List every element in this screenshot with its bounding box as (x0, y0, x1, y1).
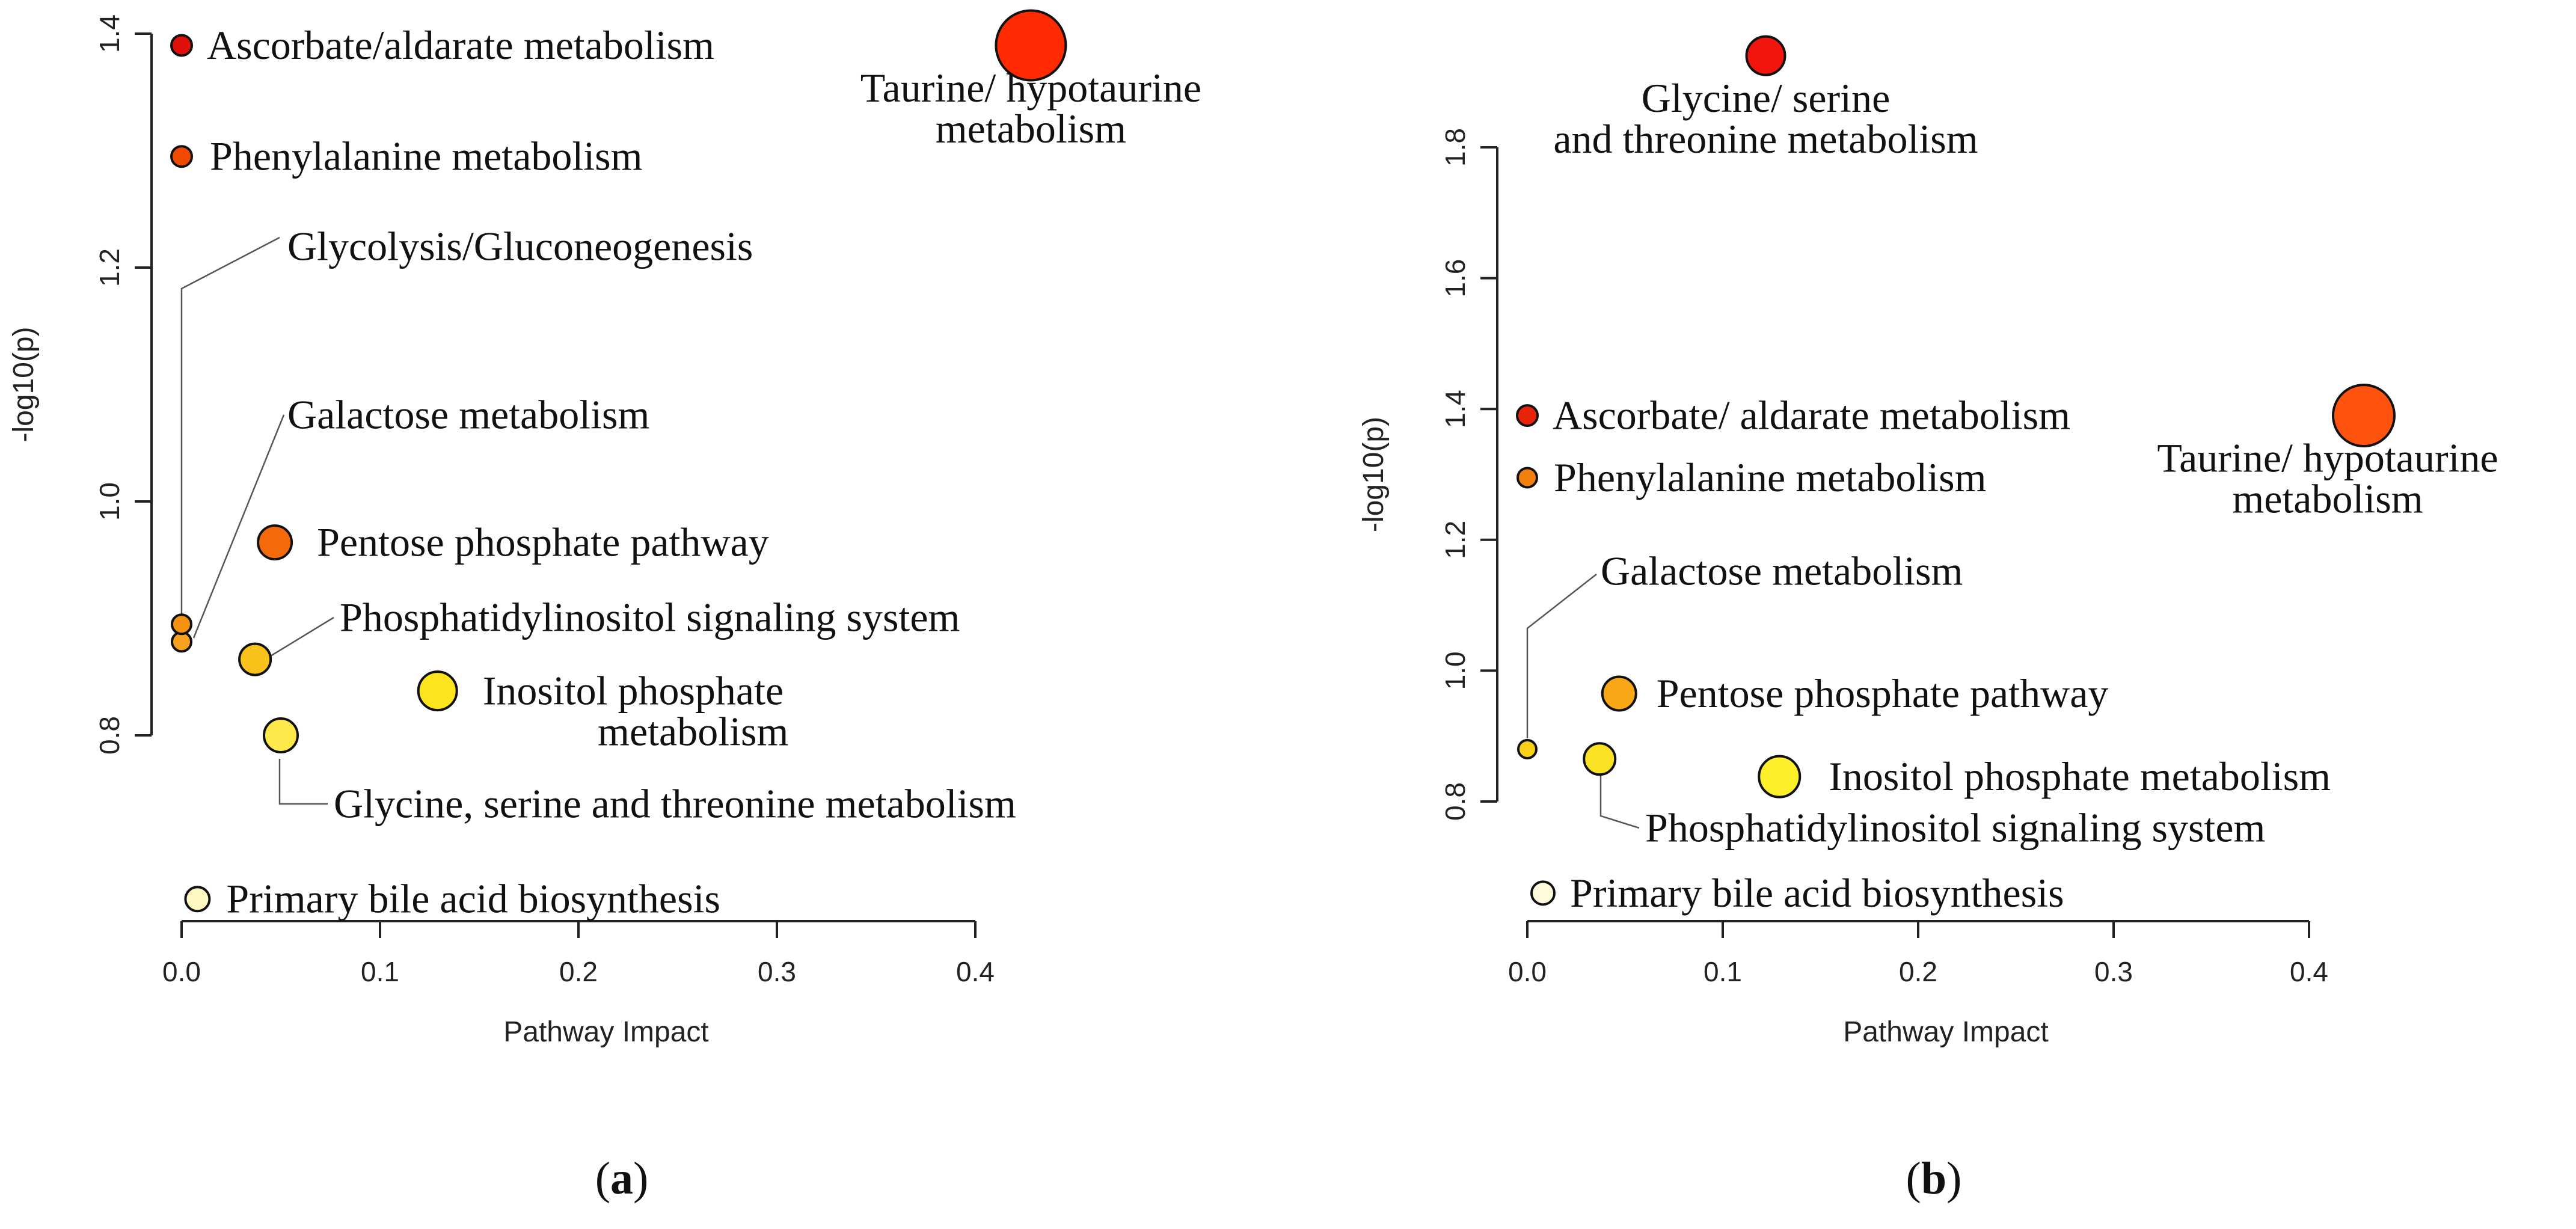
y-tick-label: 1.8 (1440, 128, 1471, 167)
leader-line (1599, 773, 1640, 829)
y-tick-label: 0.8 (1440, 782, 1471, 821)
point-label: Pentose phosphate pathway (317, 519, 769, 565)
x-axis-title: Pathway Impact (1843, 1016, 2048, 1048)
chart-panel-a: 0.0 0.1 0.2 0.3 0.4 0.8 1.0 1.2 1.4 Pathway Impac… (8, 9, 1201, 1204)
leader-line (270, 616, 334, 657)
x-axis-title: Pathway Impact (503, 1016, 708, 1048)
data-point (257, 524, 293, 561)
point-label: Taurine/ hypotaurine (860, 65, 1201, 111)
y-tick-label: 0.8 (94, 716, 125, 755)
x-tick-label: 0.2 (559, 956, 598, 987)
data-point (170, 145, 193, 168)
leader-line (192, 414, 285, 639)
point-label: Phenylalanine metabolism (1554, 455, 1987, 500)
point-label: Galactose metabolism (1601, 548, 1963, 593)
point-label: and threonine metabolism (1553, 116, 1978, 162)
y-tick-label: 1.0 (94, 482, 125, 521)
point-label: Glycolysis/Gluconeogenesis (287, 223, 753, 269)
data-point (1517, 738, 1538, 759)
leader-line (1526, 574, 1597, 738)
point-label: Ascorbate/ aldarate metabolism (1553, 393, 2070, 438)
data-point (1516, 467, 1538, 489)
x-tick-label: 0.3 (758, 956, 796, 987)
data-point (1758, 755, 1802, 798)
data-point (238, 642, 272, 676)
data-point (1516, 404, 1539, 428)
leader-line (278, 759, 328, 805)
panel-label: (b) (1906, 1153, 1962, 1204)
x-tick-label: 0.0 (162, 956, 201, 987)
point-label: Inositol phosphate metabolism (1829, 753, 2331, 799)
point-label: Phosphatidylinositol signaling system (340, 594, 960, 640)
data-point (1745, 35, 1786, 76)
data-point (417, 670, 458, 712)
x-tick-label: 0.2 (1899, 956, 1937, 987)
point-label: Phenylalanine metabolism (210, 133, 643, 179)
x-tick-label: 0.1 (1704, 956, 1742, 987)
point-label: Phosphatidylinositol signaling system (1645, 805, 2265, 850)
point-label: Inositol phosphate (483, 668, 784, 714)
point-label: Pentose phosphate pathway (1657, 670, 2109, 716)
point-label: Glycine/ serine (1642, 75, 1891, 121)
y-axis-title: -log10(p) (8, 326, 40, 442)
data-point (995, 9, 1067, 82)
y-tick-label: 1.6 (1440, 259, 1471, 298)
y-tick-label: 1.4 (94, 14, 125, 53)
x-tick-label: 0.1 (361, 956, 399, 987)
point-label: Galactose metabolism (287, 391, 649, 437)
y-axis-title: -log10(p) (1358, 417, 1390, 532)
x-tick-label: 0.3 (2094, 956, 2133, 987)
panel-label: (a) (595, 1153, 649, 1204)
point-label: metabolism (598, 709, 788, 755)
point-label: metabolism (2232, 476, 2423, 522)
x-tick-label: 0.0 (1508, 956, 1547, 987)
data-point (2332, 384, 2396, 448)
data-point (1530, 880, 1556, 906)
y-tick-label: 1.4 (1440, 390, 1471, 428)
point-label: Ascorbate/aldarate metabolism (207, 22, 714, 68)
data-point (1583, 742, 1617, 776)
data-point (184, 886, 211, 913)
leader-line (180, 236, 280, 640)
point-label: metabolism (936, 106, 1126, 152)
chart-panel-b: 0.0 0.1 0.2 0.3 0.4 0.8 1.0 1.2 1.4 1.6 1.8 Pathway… (1358, 35, 2498, 1204)
data-point (171, 613, 192, 636)
data-point (263, 717, 299, 753)
data-point (1601, 675, 1637, 712)
point-label: Glycine, serine and threonine metabolism (334, 780, 1016, 826)
y-tick-label: 1.0 (1440, 651, 1471, 690)
data-point (170, 34, 193, 57)
y-tick-label: 1.2 (94, 248, 125, 287)
point-label: Primary bile acid biosynthesis (226, 876, 720, 922)
y-tick-label: 1.2 (1440, 521, 1471, 559)
x-tick-label: 0.4 (956, 956, 995, 987)
point-label: Primary bile acid biosynthesis (1570, 870, 2064, 916)
point-label: Taurine/ hypotaurine (2157, 435, 2498, 481)
x-tick-label: 0.4 (2290, 956, 2328, 987)
